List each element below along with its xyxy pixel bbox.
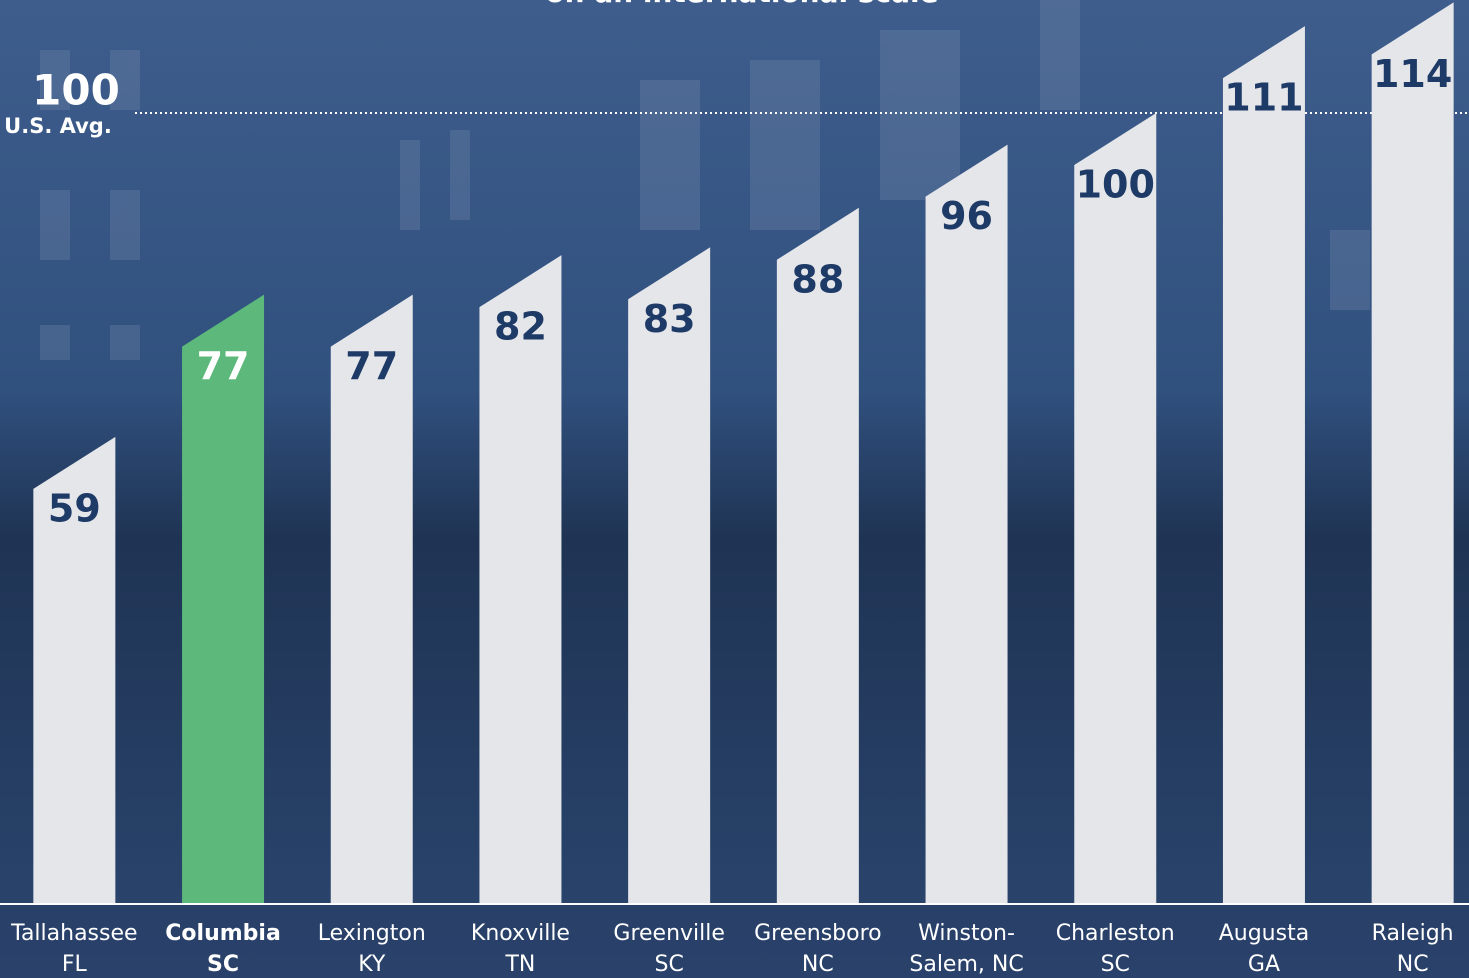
bar — [926, 145, 1008, 903]
bar — [1372, 2, 1454, 903]
x-tick-label: Raleigh — [1372, 921, 1454, 946]
x-tick-label: SC — [1101, 952, 1130, 977]
x-tick-label: Greensboro — [754, 921, 882, 946]
bar — [1223, 26, 1305, 903]
x-tick-label: TN — [504, 952, 535, 977]
x-tick-label: Tallahassee — [10, 921, 137, 946]
x-tick-label: Augusta — [1219, 921, 1309, 946]
bar — [628, 247, 710, 903]
x-tick-label: NC — [802, 952, 834, 977]
bar — [1074, 113, 1156, 903]
x-tick-label: SC — [654, 952, 683, 977]
x-tick-label: Columbia — [165, 921, 281, 946]
chart-title: on an international scale — [545, 0, 938, 9]
chart: on an international scale 100U.S. Avg. 5… — [0, 0, 1469, 978]
reference-value: 100 — [32, 65, 120, 114]
value-label: 77 — [345, 344, 398, 388]
x-tick-label: NC — [1397, 952, 1429, 977]
x-tick-label: Greenville — [613, 921, 725, 946]
bar — [777, 208, 859, 903]
value-label: 96 — [940, 194, 993, 238]
value-label: 83 — [643, 297, 696, 341]
value-label: 88 — [791, 257, 844, 301]
x-tick-label: Knoxville — [471, 921, 570, 946]
value-label: 100 — [1076, 162, 1155, 206]
value-label: 111 — [1224, 76, 1303, 120]
value-label: 59 — [48, 486, 101, 530]
x-tick-label: Salem, NC — [909, 952, 1023, 977]
x-tick-label: Charleston — [1056, 921, 1175, 946]
value-label: 77 — [197, 344, 250, 388]
value-label: 82 — [494, 305, 547, 349]
value-label: 114 — [1373, 52, 1452, 96]
bar — [479, 255, 561, 903]
x-tick-label: GA — [1248, 952, 1280, 977]
x-tick-label: Winston- — [918, 921, 1015, 946]
x-tick-label: FL — [62, 952, 88, 977]
x-tick-label: Lexington — [318, 921, 426, 946]
reference-label: U.S. Avg. — [4, 114, 112, 138]
x-tick-label: SC — [207, 952, 239, 977]
x-tick-label: KY — [358, 952, 386, 977]
